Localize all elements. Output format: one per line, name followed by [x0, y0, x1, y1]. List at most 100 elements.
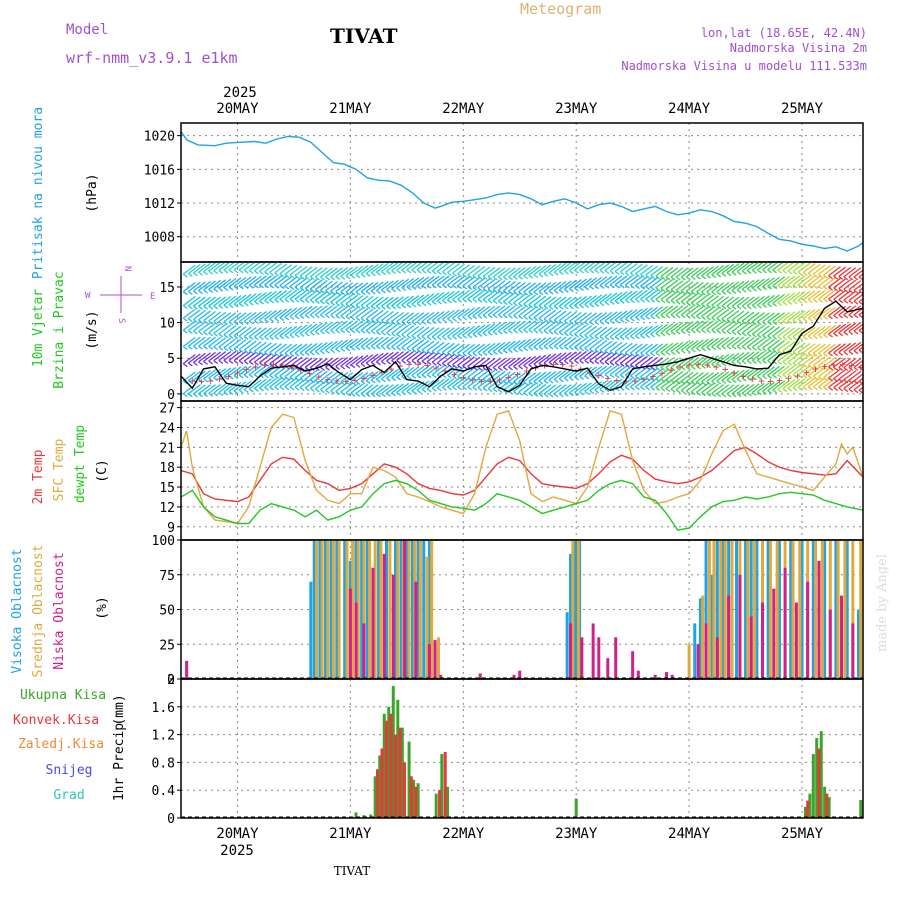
- wind-barb: [706, 304, 712, 309]
- wind-barb: [726, 290, 732, 295]
- wind-barb: [538, 273, 544, 278]
- wind-barb: [320, 289, 325, 294]
- wind-barb: [635, 307, 648, 318]
- wind-barb: [533, 295, 547, 306]
- wind-barb: [467, 343, 481, 354]
- chart-kind-title: Meteogram: [520, 0, 601, 18]
- wind-barb: [792, 378, 806, 389]
- wind-barb: [289, 285, 295, 290]
- wind-barb: [726, 330, 732, 335]
- elevation-label: Nadmorska Visina 2m: [730, 41, 867, 55]
- wind-barb: [614, 362, 620, 367]
- wind-barb: [284, 264, 298, 275]
- wind-barb: [757, 382, 770, 393]
- y-tick-label: 50: [159, 604, 175, 619]
- wind-barb: [193, 290, 198, 295]
- wind-barb: [741, 270, 747, 275]
- wind-barb: [269, 318, 275, 323]
- wind-barb: [584, 277, 598, 288]
- wind-barb: [299, 357, 313, 368]
- wind-barb: [289, 298, 295, 303]
- wind-barb: [538, 329, 544, 334]
- wind-barb: [355, 383, 369, 394]
- wind-barb: [828, 286, 833, 291]
- wind-barb: [284, 289, 298, 300]
- wind-barb: [203, 289, 208, 294]
- wind-barb: [767, 348, 772, 353]
- wind-barb: [543, 370, 557, 382]
- wind-barb: [513, 281, 526, 293]
- wind-barb: [624, 309, 638, 320]
- wind-barb: [543, 345, 549, 350]
- wind-barb: [381, 393, 386, 398]
- wind-barb: [360, 282, 374, 293]
- wind-barb: [696, 372, 709, 383]
- wind-barb: [828, 352, 833, 357]
- wind-barb: [731, 296, 745, 307]
- wind-barb: [406, 286, 412, 291]
- wind-barb: [807, 298, 813, 303]
- wind-barb: [614, 353, 628, 364]
- wind-barb: [259, 327, 272, 338]
- wind-barb: [457, 326, 471, 337]
- wind-barb: [325, 321, 338, 332]
- wind-barb: [548, 318, 554, 323]
- wind-barb: [457, 298, 463, 303]
- wind-barb: [508, 292, 521, 303]
- wind-barb: [325, 380, 338, 391]
- wind-barb: [645, 376, 651, 381]
- ukupna-kisa-bar: [445, 786, 449, 818]
- wind-barb: [223, 304, 229, 309]
- wind-barb: [243, 360, 249, 365]
- wind-barb: [792, 262, 806, 272]
- wind-barb: [335, 276, 341, 281]
- wind-barb: [360, 305, 366, 310]
- wind-barb: [442, 336, 447, 341]
- wind-barb: [726, 384, 740, 395]
- wind-barb: [325, 314, 330, 319]
- wind-barb: [548, 336, 562, 347]
- wind-barb: [533, 317, 539, 322]
- wind-barb: [508, 281, 521, 292]
- wind-barb: [381, 305, 386, 310]
- wind-barb: [721, 330, 727, 335]
- wind-barb: [345, 275, 351, 280]
- wind-barb: [538, 345, 544, 350]
- niska-oblacnost-bar: [749, 616, 753, 679]
- wind-barb: [365, 384, 379, 395]
- wind-barb: [675, 380, 689, 391]
- wind-barb: [624, 275, 638, 286]
- wind-barb: [193, 393, 198, 398]
- wind-barb: [203, 384, 216, 395]
- niska-oblacnost-bar: [794, 602, 798, 679]
- wind-barb: [675, 341, 689, 352]
- wind-barb: [284, 273, 290, 278]
- wind-barb: [294, 298, 300, 303]
- wind-barb: [538, 393, 544, 398]
- wind-barb: [630, 355, 643, 366]
- wind-barb: [594, 285, 600, 290]
- wind-barb: [726, 281, 740, 292]
- wind-marker: +: [306, 367, 313, 380]
- wind-barb: [599, 335, 605, 341]
- wind-barb: [711, 265, 725, 276]
- wind-barb: [579, 359, 584, 364]
- wind-barb: [467, 315, 473, 320]
- wind-barb: [365, 330, 371, 335]
- wind-barb: [701, 347, 706, 352]
- wind-barb: [233, 360, 239, 365]
- visoka-oblacnost-bar: [823, 540, 827, 679]
- wind-barb: [604, 327, 618, 338]
- sfc-temp-line: [181, 410, 863, 525]
- wind-barb: [833, 369, 847, 380]
- wind-barb: [518, 282, 532, 293]
- wind-barb: [757, 312, 770, 323]
- wind-barb: [558, 331, 564, 336]
- wind-marker: +: [848, 359, 855, 372]
- wind-barb: [736, 322, 750, 333]
- wind-barb: [238, 360, 244, 365]
- wind-barb: [472, 286, 478, 291]
- wind-barb: [314, 280, 328, 291]
- wind-barb: [370, 370, 384, 381]
- wind-barb: [812, 377, 826, 388]
